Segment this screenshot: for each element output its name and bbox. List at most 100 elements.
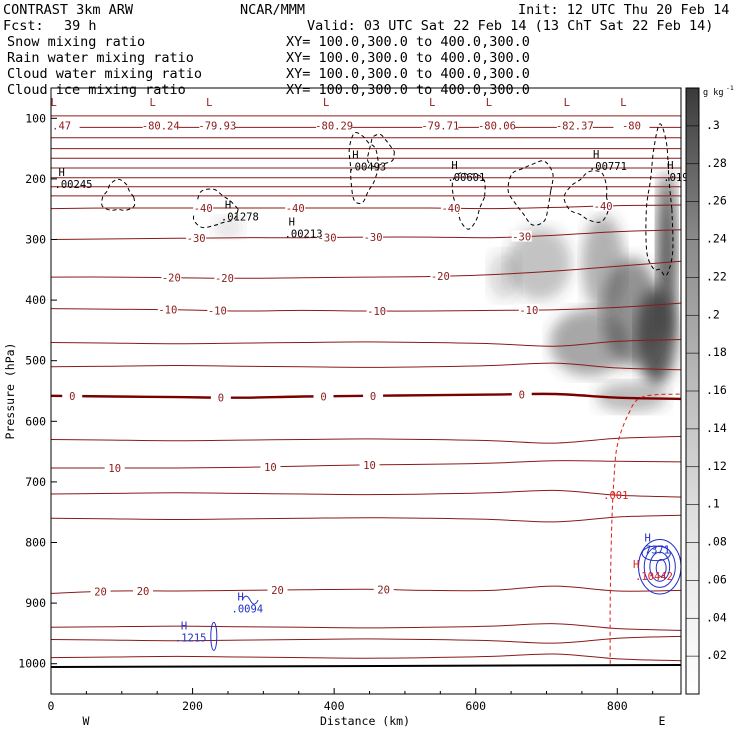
x-tick-label-800: 800	[607, 699, 628, 713]
colorbar-label-5: .2	[706, 307, 720, 321]
fcst-value: 39 h	[64, 18, 97, 34]
y-tick-label-800: 800	[25, 536, 46, 550]
ice-contour-5	[563, 170, 609, 223]
y-axis-label: Pressure (hPa)	[3, 343, 17, 440]
y-tick-label-500: 500	[25, 354, 46, 368]
rain-label-0: .001	[603, 490, 628, 502]
strat-label-bg	[422, 119, 459, 131]
isotherm-label--10-2: -10	[367, 306, 386, 318]
legend-xy-2: XY= 100.0,300.0 to 400.0,300.0	[286, 66, 530, 82]
strat-label-1: -80.24	[142, 121, 180, 133]
isotherm-extra-5	[51, 435, 681, 444]
isotherm-label--40-3: -40	[594, 201, 613, 213]
colorbar-unit: g kg	[703, 88, 723, 98]
isotherm-extra-4	[51, 489, 681, 498]
isotherm-label-0-1: 0	[218, 392, 224, 404]
colorbar-label-1: .28	[706, 156, 727, 170]
snow-blob-6	[488, 251, 520, 301]
isotherm-label-bg	[593, 199, 614, 211]
x-axis-label: Distance (km)	[320, 714, 410, 728]
isotherm-extra-0	[51, 623, 681, 631]
init-time: Init: 12 UTC Thu 20 Feb 14	[518, 2, 729, 18]
ice-contour-3	[451, 172, 486, 230]
y-tick-label-400: 400	[25, 293, 46, 307]
cloud-max-label-2: .7371	[639, 545, 671, 557]
isotherm-label--20-1: -20	[215, 273, 234, 285]
isotherm-label-bg	[90, 585, 111, 597]
y-tick-label-600: 600	[25, 414, 46, 428]
isotherm-label-bg	[363, 231, 384, 243]
isotherm-label-bg	[133, 584, 154, 596]
colorbar-label-14: .02	[706, 648, 727, 662]
colorbar-label-4: .22	[706, 269, 727, 283]
isotherm-label-bg	[157, 303, 178, 315]
isotherm-label--40-2: -40	[441, 203, 460, 215]
colorbar-label-13: .04	[706, 610, 727, 624]
strat-label-bg	[478, 119, 515, 131]
strat-label-bg	[613, 119, 650, 131]
strat-label-7: -80	[622, 121, 641, 133]
colorbar-label-9: .12	[706, 459, 727, 473]
snow-blob-4	[550, 309, 628, 376]
strat-label-bg	[316, 119, 353, 131]
y-tick-label-900: 900	[25, 596, 46, 610]
max-label-6: .019	[663, 172, 688, 184]
y-tick-label-700: 700	[25, 475, 46, 489]
strat-low-marker-4: L	[429, 97, 435, 109]
max-marker-4: H	[451, 160, 457, 172]
isotherm-label-bg	[430, 270, 451, 282]
isotherm-label-bg	[214, 272, 235, 284]
max-label-0: .00245	[55, 179, 93, 191]
isotherm--40	[51, 204, 681, 210]
ground-line	[51, 664, 681, 668]
isotherm-label-bg	[193, 201, 214, 213]
cloud-water-contour-small-1	[210, 621, 218, 651]
strat-low-marker-0: L	[50, 97, 56, 109]
strat-low-marker-1: L	[150, 97, 156, 109]
ice-contour-7	[366, 133, 395, 167]
title-center: NCAR/MMM	[240, 2, 305, 18]
snow-blob-5	[507, 227, 572, 301]
strat-low-marker-7: L	[620, 97, 626, 109]
cloud-max-label-1: .0094	[232, 603, 264, 615]
isotherm-label-0-4: 0	[519, 389, 525, 401]
strat-label-bg	[43, 119, 80, 131]
x-tick-label-0: 0	[48, 699, 55, 713]
strat-low-marker-6: L	[564, 97, 570, 109]
plot-frame	[50, 87, 682, 695]
cloud-max-marker-0: H	[181, 620, 187, 632]
max-marker-1: H	[225, 199, 231, 211]
isotherm-extra-3	[51, 514, 681, 523]
colorbar-label-8: .14	[706, 421, 727, 435]
y-tick-label-1000: 1000	[18, 657, 46, 671]
x-end-east: E	[659, 714, 666, 728]
isotherm-label--30-3: -30	[512, 232, 531, 244]
isotherm-label-bg	[285, 201, 306, 213]
legend-name-2: Cloud water mixing ratio	[7, 66, 202, 82]
max-label-3: .00493	[348, 162, 386, 174]
rain-max-marker: H	[633, 559, 639, 571]
isotherm-label-bg	[186, 232, 207, 244]
x-tick-label-600: 600	[465, 699, 486, 713]
isotherm-label-0-3: 0	[370, 391, 376, 403]
isotherm-20	[51, 585, 681, 594]
max-label-1: .01278	[221, 211, 259, 223]
isotherm-label-bg	[511, 388, 532, 400]
legend: Snow mixing ratio XY= 100.0,300.0 to 400.…	[7, 34, 530, 98]
colorbar: g kg -1 .3 .28 .26 .24 .22 .2 .18 .16 .14 .12 .1 .0…	[685, 84, 734, 695]
valid-time: Valid: 03 UTC Sat 22 Feb 14 (13 ChT Sat …	[307, 18, 713, 34]
max-marker-3: H	[352, 150, 358, 162]
max-marker-6: H	[667, 160, 673, 172]
strat-label-bg	[142, 119, 179, 131]
isotherm-label--20-0: -20	[162, 273, 181, 285]
isotherm-label-bg	[207, 304, 228, 316]
isotherm-label-20-2: 20	[271, 585, 284, 597]
strat-label-5: -80.06	[478, 121, 516, 133]
max-label-2: .00213	[285, 228, 323, 240]
isotherm-label--40-0: -40	[194, 203, 213, 215]
cloud-max-label-0: .1215	[175, 632, 207, 644]
isotherm-label-bg	[359, 458, 380, 470]
isotherm-label-bg	[363, 389, 384, 401]
